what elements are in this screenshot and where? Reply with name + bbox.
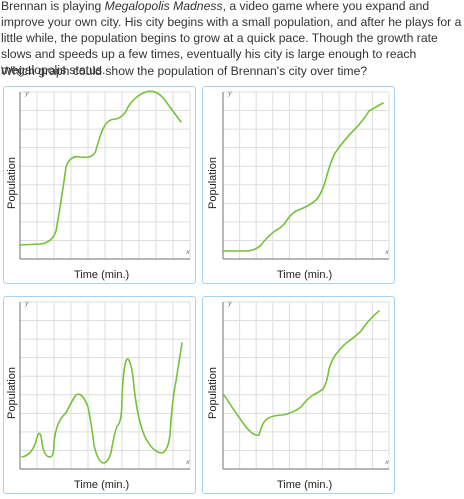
- graph-a-curve: [19, 90, 182, 246]
- graph-c-svg: y x: [19, 299, 191, 470]
- question-part-1: Brennan is playing: [1, 0, 105, 13]
- graph-c-curve: [21, 342, 183, 464]
- graph-d-curve: [223, 310, 380, 437]
- graph-a-x-label: Time (min.): [74, 269, 130, 281]
- graph-c-x-label: Time (min.): [74, 479, 130, 491]
- graph-c-y-letter: y: [24, 299, 29, 307]
- graph-b-x-letter: x: [384, 248, 389, 256]
- graph-b-curve: [223, 102, 384, 252]
- graph-c-x-letter: x: [185, 458, 190, 466]
- graph-choice-b[interactable]: y x Population Time (min.): [202, 86, 395, 284]
- game-title: Megalopolis Madness: [104, 0, 223, 13]
- graph-a-y-label: Population: [6, 157, 18, 209]
- graph-d-x-label: Time (min.): [277, 479, 333, 491]
- question-part-2: , a video game where you expand and impr…: [1, 0, 462, 77]
- graph-a-y-letter: y: [24, 89, 29, 97]
- graph-d-y-letter: y: [227, 299, 232, 307]
- graph-b-y-label: Population: [207, 157, 219, 209]
- graph-d-svg: y x: [222, 299, 390, 470]
- question-prompt: Which graph could show the population of…: [1, 64, 368, 78]
- graph-b-x-label: Time (min.): [277, 269, 333, 281]
- graph-b-y-letter: y: [227, 89, 232, 97]
- graph-a-svg: y x: [19, 89, 191, 260]
- graph-choice-a[interactable]: y x Population Time (min.): [3, 86, 196, 284]
- graph-c-grid: [20, 301, 191, 469]
- graph-a-grid: [20, 91, 191, 259]
- graph-choice-d[interactable]: y x Population Time (min.): [202, 296, 395, 494]
- graph-c-y-label: Population: [6, 367, 18, 419]
- graph-d-y-label: Population: [207, 367, 219, 419]
- graph-b-svg: y x: [222, 89, 390, 260]
- graph-a-x-letter: x: [185, 248, 190, 256]
- question-text: Brennan is playing Megalopolis Madness, …: [1, 0, 463, 78]
- graph-b-grid: [223, 91, 390, 259]
- graph-choice-c[interactable]: y x Population Time (min.): [3, 296, 196, 494]
- graph-d-grid: [223, 301, 390, 469]
- graph-d-x-letter: x: [384, 458, 389, 466]
